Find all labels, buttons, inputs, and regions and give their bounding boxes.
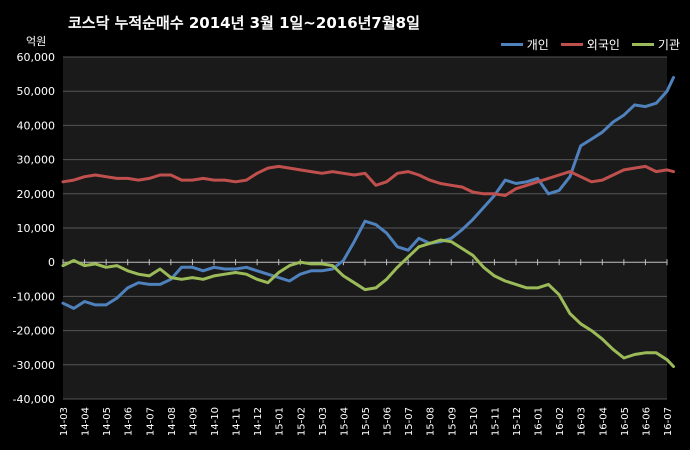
x-tick-label: 14-09 — [188, 407, 199, 436]
series-line-individual — [61, 76, 675, 310]
x-tick-label: 16-02 — [555, 407, 566, 436]
x-tick-label: 14-08 — [167, 407, 178, 436]
series-line-institution — [61, 238, 675, 368]
y-tick-label: -20,000 — [13, 325, 55, 338]
x-tick-label: 16-03 — [577, 407, 588, 436]
x-tick-label: 16-01 — [534, 407, 545, 436]
x-tick-label: 15-06 — [383, 407, 394, 436]
x-tick-label: 15-01 — [275, 407, 286, 436]
x-tick-label: 15-11 — [490, 407, 501, 436]
x-tick-label: 14-10 — [210, 407, 221, 436]
legend-swatch-individual — [500, 43, 523, 46]
series-line-foreign — [61, 164, 675, 197]
x-tick-label: 15-09 — [447, 407, 458, 436]
y-tick-label: 40,000 — [17, 119, 56, 132]
x-tick-label: 15-08 — [426, 407, 437, 436]
legend-item-foreign: 외국인 — [560, 36, 620, 53]
y-tick-label: -30,000 — [13, 359, 55, 372]
x-tick-label: 14-06 — [124, 407, 135, 436]
x-tick-label: 15-02 — [296, 407, 307, 436]
x-tick-label: 14-05 — [102, 407, 113, 436]
x-tick-label: 16-07 — [663, 407, 674, 436]
x-tick-label: 16-04 — [598, 407, 609, 436]
legend-item-individual: 개인 — [500, 36, 549, 53]
legend-swatch-foreign — [560, 43, 583, 46]
legend-label-institution: 기관 — [657, 38, 680, 52]
x-tick-label: 14-11 — [232, 407, 243, 436]
x-tick-label: 14-12 — [253, 407, 264, 436]
x-tick-label: 14-03 — [59, 407, 70, 436]
x-tick-label: 15-10 — [469, 407, 480, 436]
y-tick-label: -40,000 — [13, 393, 55, 406]
x-tick-label: 14-04 — [81, 407, 92, 436]
x-tick-label: 15-07 — [404, 407, 415, 436]
x-tick-label: 15-05 — [361, 407, 372, 436]
y-tick-label: 30,000 — [17, 154, 56, 167]
chart-legend: 개인 외국인 기관 — [500, 36, 680, 53]
legend-item-institution: 기관 — [631, 36, 680, 53]
y-tick-label: 10,000 — [17, 222, 56, 235]
legend-swatch-institution — [631, 43, 654, 46]
legend-label-individual: 개인 — [526, 38, 549, 52]
y-tick-label: 20,000 — [17, 188, 56, 201]
x-tick-label: 15-03 — [318, 407, 329, 436]
y-tick-label: -10,000 — [13, 290, 55, 303]
x-tick-label: 15-04 — [339, 407, 350, 436]
x-tick-label: 14-07 — [145, 407, 156, 436]
y-tick-label: 60,000 — [17, 51, 56, 64]
y-axis-unit-label: 억원 — [26, 35, 47, 48]
chart-title: 코스닥 누적순매수 2014년 3월 1일~2016년7월8일 — [68, 14, 420, 32]
y-tick-label: 0 — [48, 256, 55, 269]
y-tick-label: 50,000 — [17, 85, 56, 98]
legend-label-foreign: 외국인 — [586, 38, 620, 52]
x-tick-label: 16-06 — [641, 407, 652, 436]
x-tick-label: 15-12 — [512, 407, 523, 436]
x-tick-label: 16-05 — [620, 407, 631, 436]
